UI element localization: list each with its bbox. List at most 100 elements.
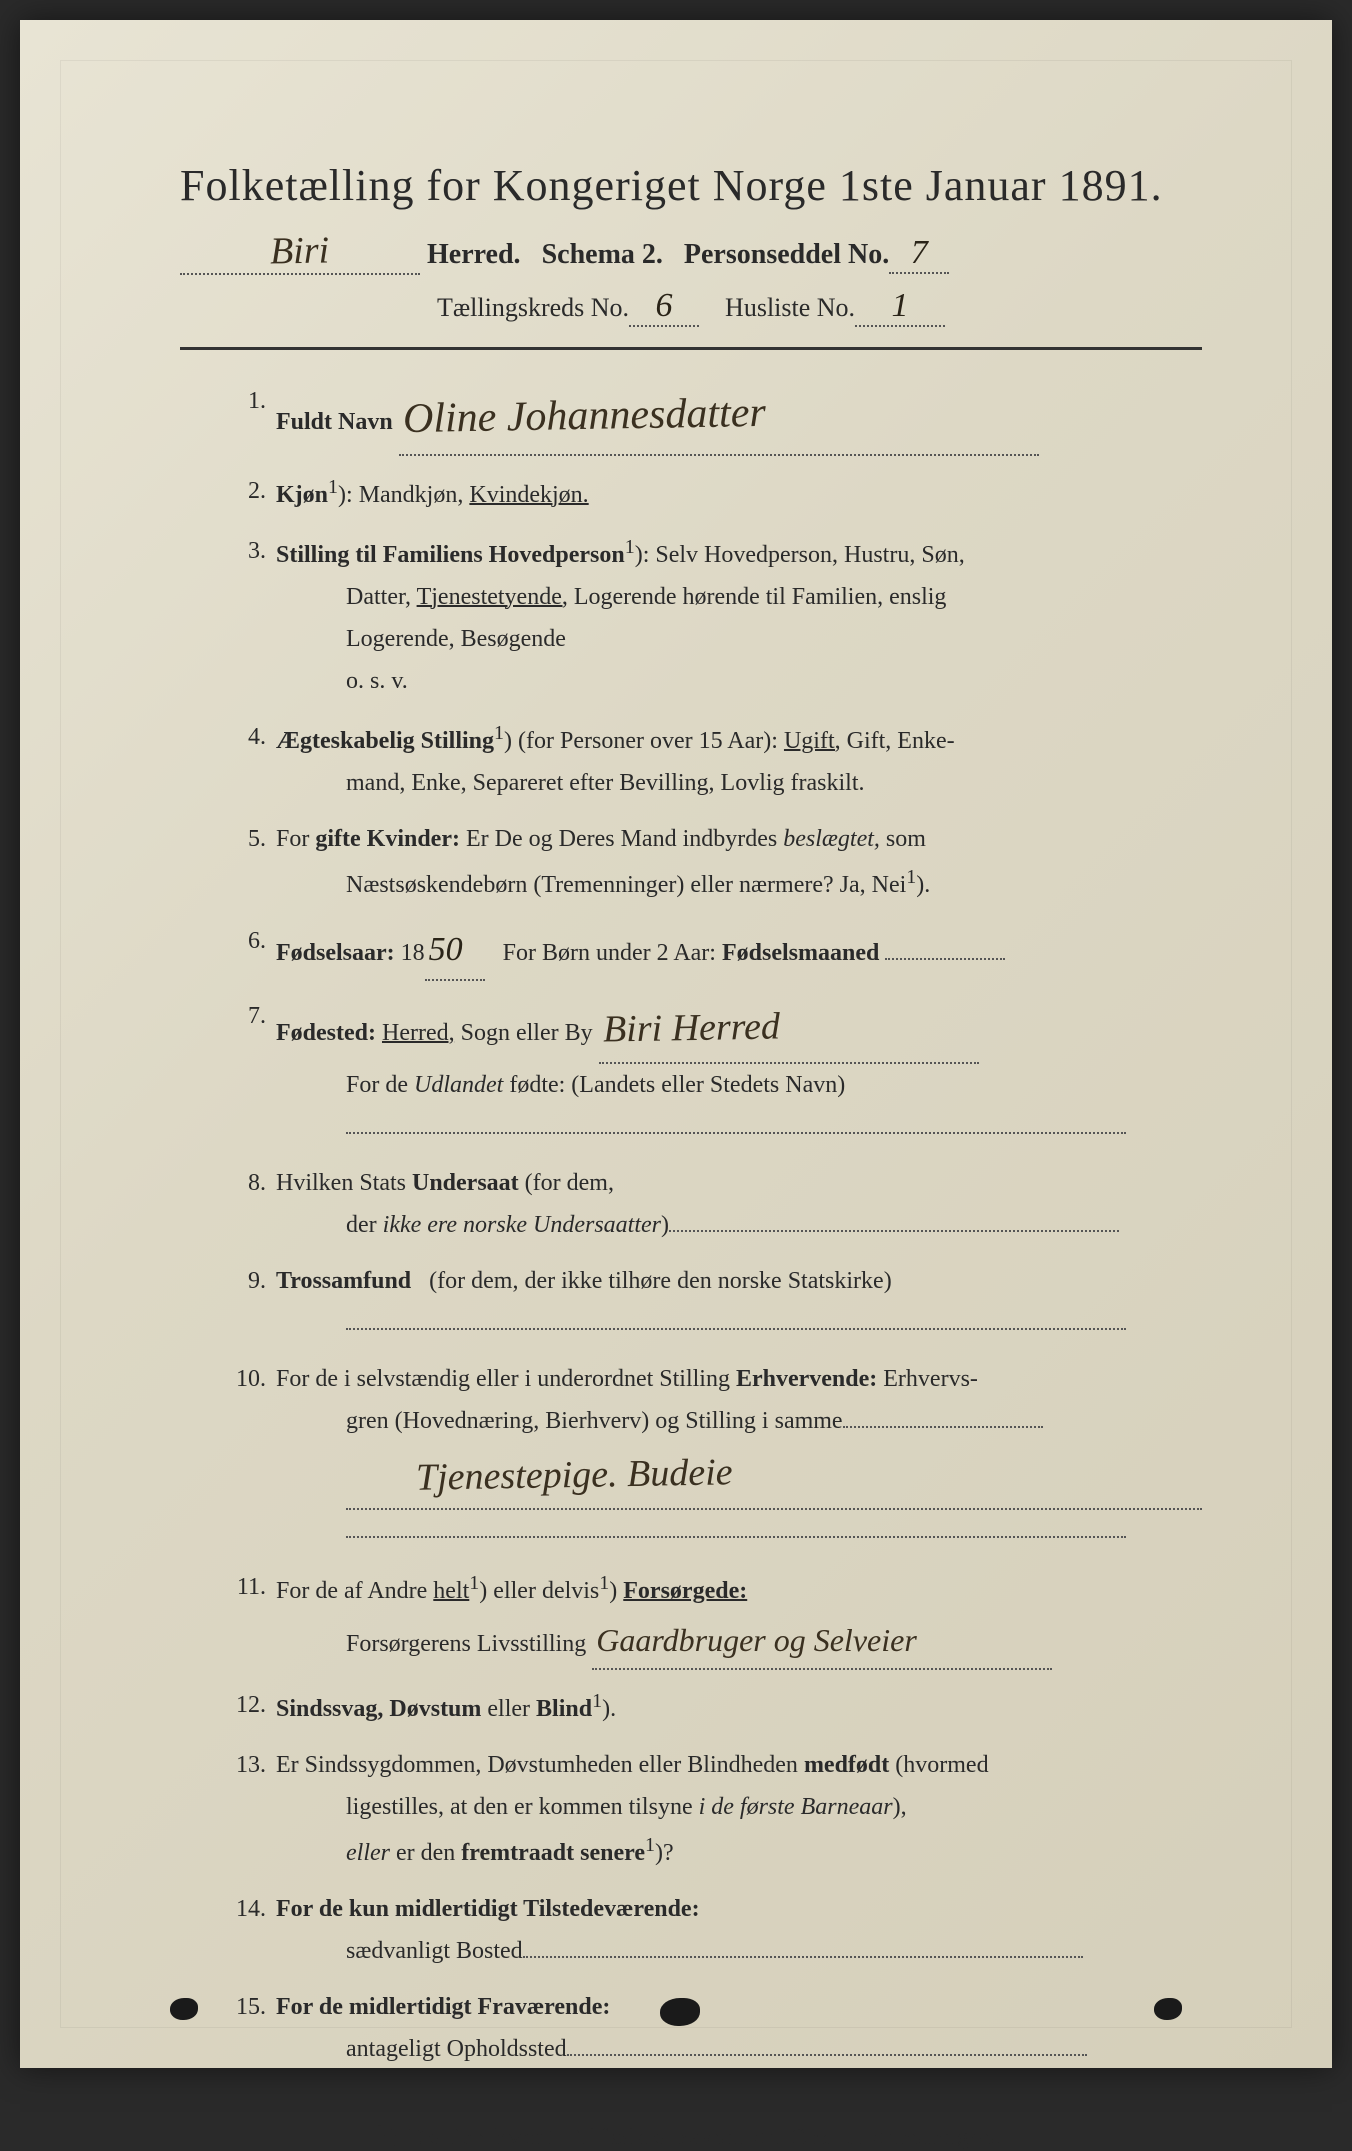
q10-fill: [276, 1510, 1202, 1552]
q15-l1: For de midlertidigt Fraværende:: [276, 1994, 610, 2020]
entry-15: 15. For de midlertidigt Fraværende: anta…: [220, 1986, 1202, 2070]
entry-14: 14. For de kun midlertidigt Tilstedevære…: [220, 1888, 1202, 1972]
q11-l1e: Forsørgede:: [623, 1578, 747, 1604]
q2-label: Kjøn: [276, 482, 328, 508]
q6-label: Fødselsaar:: [276, 940, 395, 966]
q6-year: 50: [429, 931, 463, 968]
q7-opt: Herred,: [382, 1020, 455, 1046]
entry-11: 11. For de af Andre helt1) eller delvis1…: [220, 1566, 1202, 1670]
q11-l1c: eller: [493, 1578, 536, 1604]
sup: 1: [494, 722, 504, 744]
q11-l2: Forsørgerens Livsstilling: [346, 1631, 586, 1657]
personseddel-value: 7: [911, 234, 928, 271]
q3-l2b: Tjenestetyende,: [417, 584, 568, 610]
q3-line4: o. s. v.: [276, 660, 1202, 702]
q6-rest: For Børn under 2 Aar:: [503, 940, 716, 966]
header-line-2: Tællingskreds No.6 Husliste No.1: [180, 287, 1202, 327]
q14-l2: sædvanligt Bosted: [346, 1938, 523, 1964]
q3-line3: Logerende, Besøgende: [276, 618, 1202, 660]
q5-l1c: Er De og Deres Mand indbyrdes: [466, 826, 777, 852]
entry-2: 2. Kjøn1): Mandkjøn, Kvindekjøn.: [220, 470, 1202, 516]
q6-prefix: 18: [401, 940, 425, 966]
q5-l2: Næstsøskendebørn (Tremenninger) eller næ…: [346, 872, 906, 898]
q2-opt2: Kvindekjøn.: [469, 482, 588, 508]
q11-line2: Forsørgerens Livsstilling Gaardbruger og…: [276, 1612, 1202, 1670]
footnote-text: De for hvert Tilfælde passende Ord under…: [409, 2125, 1006, 2150]
ink-spot: [1154, 1998, 1182, 2020]
sup: 1: [599, 1572, 609, 1594]
q4-label: Ægteskabelig Stilling: [276, 728, 494, 754]
q10-l1b: Erhvervende:: [736, 1366, 877, 1392]
personseddel-label: Personseddel No.: [684, 239, 889, 270]
entry-9: 9. Trossamfund (for dem, der ikke tilhør…: [220, 1260, 1202, 1344]
q14-l1: For de kun midlertidigt Tilstedeværende:: [276, 1896, 700, 1922]
entry-6: 6. Fødselsaar: 1850 For Børn under 2 Aar…: [220, 920, 1202, 982]
q3-l2a: Datter,: [346, 584, 411, 610]
q15-l2: antageligt Opholdssted: [346, 2036, 567, 2062]
q13-line2: ligestilles, at den er kommen tilsyne i …: [276, 1786, 1202, 1828]
entry-num: 10.: [220, 1358, 266, 1400]
entry-num: 9.: [220, 1260, 266, 1302]
personseddel-field: 7: [889, 234, 949, 274]
q6-fill: [885, 958, 1005, 960]
fill: [346, 1536, 1126, 1538]
entry-num: 3.: [220, 530, 266, 572]
q10-field: Tjenestepige. Budeie: [346, 1442, 1202, 1511]
q7-opt2: Sogn eller By: [461, 1020, 593, 1046]
q5-l1a: For: [276, 826, 309, 852]
entry-3: 3. Stilling til Familiens Hovedperson1):…: [220, 530, 1202, 702]
q7-line2: For de Udlandet fødte: (Landets eller St…: [276, 1064, 1202, 1106]
q7-l2a: For de: [346, 1072, 408, 1098]
q5-line2: Næstsøskendebørn (Tremenninger) eller næ…: [276, 860, 1202, 906]
q10-value: Tjenestepige. Budeie: [415, 1439, 733, 1511]
q13-l3b: er den: [396, 1840, 455, 1866]
q9-fill: [276, 1302, 1202, 1344]
q8-l1b: Undersaat: [412, 1170, 519, 1196]
entry-num: 13.: [220, 1744, 266, 1786]
q11-field: Gaardbruger og Selveier: [592, 1612, 1052, 1670]
entry-5: 5. For gifte Kvinder: Er De og Deres Man…: [220, 818, 1202, 906]
q9-rest: (for dem, der ikke tilhøre den norske St…: [429, 1268, 892, 1294]
q12-label: Sindssvag, Døvstum: [276, 1696, 481, 1722]
taellingskreds-label: Tællingskreds No.: [437, 293, 629, 322]
q14-line2: sædvanligt Bosted: [276, 1930, 1202, 1972]
husliste-label: Husliste No.: [725, 293, 855, 322]
q4-paren: (for Personer over 15 Aar):: [518, 728, 778, 754]
q7-label: Fødested:: [276, 1020, 376, 1046]
q11-l1b: helt: [433, 1578, 469, 1604]
q12-rest: eller: [487, 1696, 530, 1722]
q8-l2b: ikke ere norske Undersaatter: [383, 1212, 661, 1238]
entry-8: 8. Hvilken Stats Undersaat (for dem, der…: [220, 1162, 1202, 1246]
entry-num: 4.: [220, 716, 266, 758]
sup: 1: [645, 1834, 655, 1856]
page-title: Folketælling for Kongeriget Norge 1ste J…: [180, 160, 1202, 211]
entry-1: 1. Fuldt Navn Oline Johannesdatter: [220, 380, 1202, 456]
entry-num: 1.: [220, 380, 266, 422]
divider: [180, 347, 1202, 350]
q13-l1b: medfødt: [804, 1752, 889, 1778]
husliste-field: 1: [855, 287, 945, 327]
q3-line1: Selv Hovedperson, Hustru, Søn,: [655, 542, 964, 568]
sup: 1: [328, 476, 338, 498]
entry-10: 10. For de i selvstændig eller i underor…: [220, 1358, 1202, 1553]
q15-line2: antageligt Opholdssted: [276, 2028, 1202, 2070]
sup: 1: [625, 536, 635, 558]
footnote: 1) De for hvert Tilfælde passende Ord un…: [180, 2120, 1202, 2151]
q13-l3a: eller: [346, 1840, 390, 1866]
entry-num: 12.: [220, 1684, 266, 1726]
q7-value: Biri Herred: [602, 993, 780, 1063]
ink-spot: [660, 1998, 700, 2026]
entry-4: 4. Ægteskabelig Stilling1) (for Personer…: [220, 716, 1202, 804]
entry-num: 6.: [220, 920, 266, 962]
q7-l2c: fødte: (Landets eller Stedets Navn): [509, 1072, 845, 1098]
entry-num: 15.: [220, 1986, 266, 2028]
entry-num: 7.: [220, 995, 266, 1037]
q10-l1c: Erhvervs-: [883, 1366, 978, 1392]
q2-opt1: Mandkjøn,: [359, 482, 464, 508]
schema-label: Schema 2.: [542, 239, 663, 270]
q5-l1e: som: [886, 826, 926, 852]
q13-l1c: (hvormed: [895, 1752, 988, 1778]
census-form-page: Folketælling for Kongeriget Norge 1ste J…: [20, 20, 1332, 2068]
entry-13: 13. Er Sindssygdommen, Døvstumheden elle…: [220, 1744, 1202, 1874]
q13-line3: eller er den fremtraadt senere1)?: [276, 1828, 1202, 1874]
